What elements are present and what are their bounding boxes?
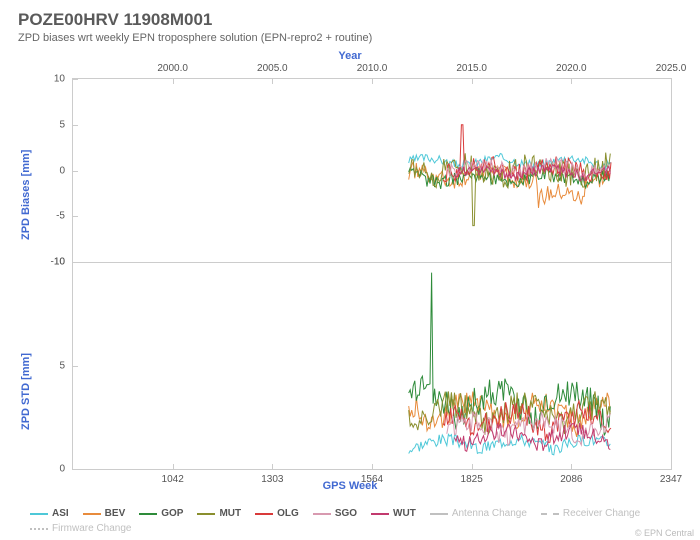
top-tick-label: 2010.0 xyxy=(357,63,388,74)
series-svg xyxy=(73,79,671,469)
chart-subtitle: ZPD biases wrt weekly EPN troposphere so… xyxy=(18,32,372,44)
y1-tick-label: -5 xyxy=(56,211,65,222)
legend-label: SGO xyxy=(335,508,357,519)
legend-swatch xyxy=(30,513,48,515)
series-asi xyxy=(409,434,611,455)
bottom-tick-label: 1825 xyxy=(461,474,483,485)
legend: ASI BEV GOP MUT OLG SGO WUT Antenna Change Recei… xyxy=(30,508,690,534)
chart-title: POZE00HRV 11908M001 xyxy=(18,10,212,30)
legend-item-firmware-change: Firmware Change xyxy=(30,523,131,534)
legend-label: GOP xyxy=(161,508,183,519)
legend-swatch xyxy=(139,513,157,515)
top-axis-title: Year xyxy=(338,50,361,62)
y2-tick-label: 10 xyxy=(54,257,65,268)
bottom-tick-label: 2347 xyxy=(660,474,682,485)
legend-label: Firmware Change xyxy=(52,523,131,534)
legend-item-asi: ASI xyxy=(30,508,69,519)
credit-label: © EPN Central xyxy=(635,528,694,538)
bottom-tick-label: 1303 xyxy=(261,474,283,485)
top-tick-label: 2005.0 xyxy=(257,63,288,74)
top-tick-label: 2025.0 xyxy=(656,63,687,74)
top-tick-label: 2020.0 xyxy=(556,63,587,74)
bottom-tick-label: 2086 xyxy=(560,474,582,485)
legend-item-olg: OLG xyxy=(255,508,299,519)
y1-axis-title: ZPD Biases [mm] xyxy=(20,150,32,240)
legend-label: Receiver Change xyxy=(563,508,640,519)
legend-swatch xyxy=(430,513,448,515)
legend-item-mut: MUT xyxy=(197,508,241,519)
legend-item-receiver-change: Receiver Change xyxy=(541,508,640,519)
legend-item-wut: WUT xyxy=(371,508,416,519)
y1-tick-label: 0 xyxy=(59,165,65,176)
legend-label: BEV xyxy=(105,508,126,519)
legend-item-antenna-change: Antenna Change xyxy=(430,508,527,519)
legend-swatch xyxy=(83,513,101,515)
legend-swatch xyxy=(371,513,389,515)
legend-swatch xyxy=(313,513,331,515)
y2-axis-title: ZPD STD [mm] xyxy=(20,353,32,430)
legend-swatch xyxy=(541,513,559,515)
legend-label: OLG xyxy=(277,508,299,519)
bottom-tick-label: 1042 xyxy=(162,474,184,485)
legend-label: Antenna Change xyxy=(452,508,527,519)
bottom-axis-title: GPS Week xyxy=(323,480,378,492)
legend-swatch xyxy=(30,528,48,530)
y2-tick-label: 5 xyxy=(59,360,65,371)
chart-container: POZE00HRV 11908M001 ZPD biases wrt weekl… xyxy=(0,0,700,540)
top-tick-label: 2015.0 xyxy=(456,63,487,74)
y2-tick-label: 0 xyxy=(59,464,65,475)
legend-label: MUT xyxy=(219,508,241,519)
legend-label: ASI xyxy=(52,508,69,519)
y1-tick-label: 5 xyxy=(59,119,65,130)
plot-area: 2000.02005.02010.02015.02020.02025.01042… xyxy=(72,78,672,470)
y1-tick-label: 10 xyxy=(54,74,65,85)
legend-swatch xyxy=(255,513,273,515)
legend-swatch xyxy=(197,513,215,515)
legend-item-sgo: SGO xyxy=(313,508,357,519)
top-tick-label: 2000.0 xyxy=(157,63,188,74)
legend-item-bev: BEV xyxy=(83,508,126,519)
legend-item-gop: GOP xyxy=(139,508,183,519)
legend-label: WUT xyxy=(393,508,416,519)
